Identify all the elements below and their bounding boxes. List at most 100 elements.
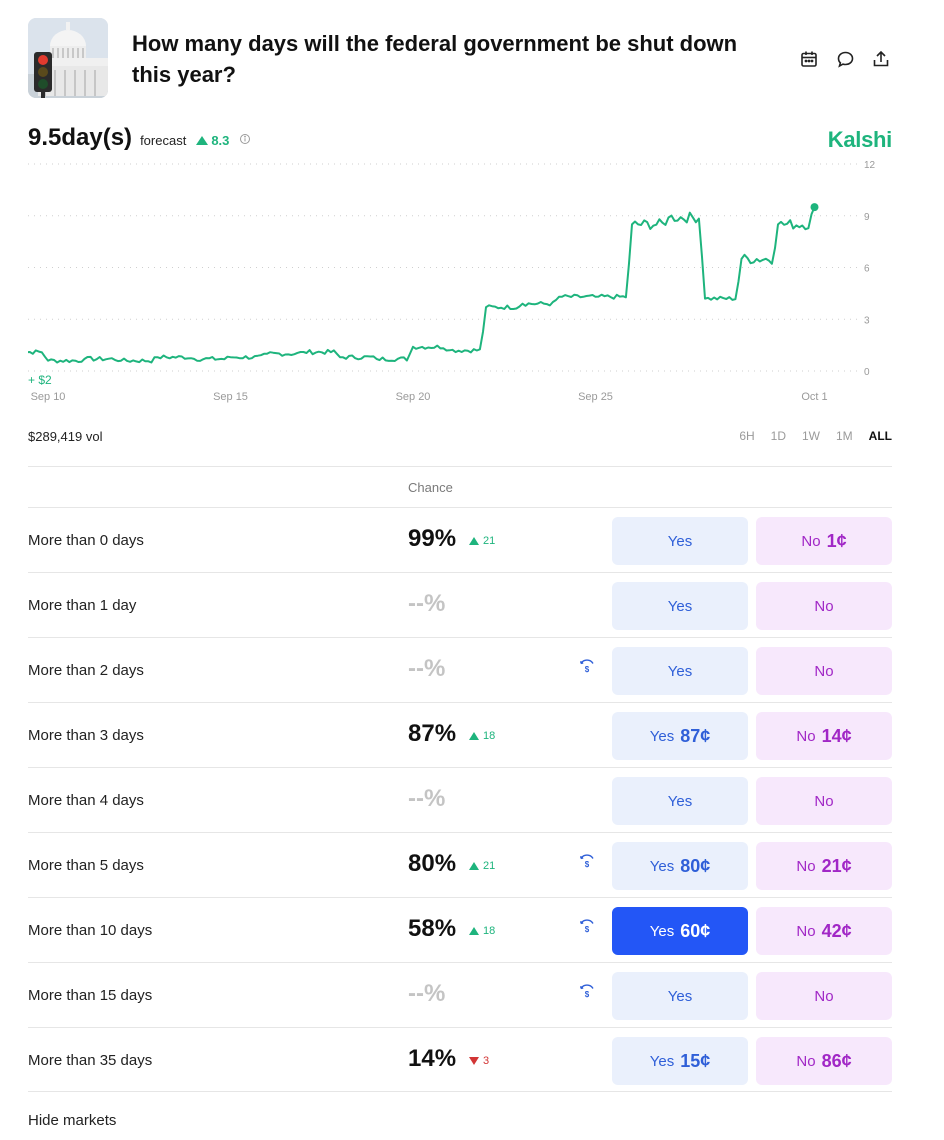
no-label: No <box>801 532 821 550</box>
volume-label: $289,419 vol <box>28 429 103 444</box>
chance-delta: 18 <box>469 730 495 742</box>
no-price: 14¢ <box>821 725 852 746</box>
yes-label: Yes <box>667 532 693 550</box>
table-row[interactable]: More than 4 days --% Yes No <box>28 767 892 832</box>
table-row[interactable]: More than 1 day --% Yes No <box>28 572 892 637</box>
chance-delta-value: 3 <box>483 1055 490 1067</box>
buy-yes-button[interactable]: Yes <box>612 582 748 630</box>
liquidity-reward-icon[interactable]: $ <box>578 853 596 871</box>
y-tick-label: 0 <box>864 367 870 378</box>
x-tick-label: Sep 20 <box>396 391 431 403</box>
up-arrow-icon <box>469 927 479 935</box>
table-row[interactable]: More than 3 days 87% 18 Yes 87¢ No 14¢ <box>28 702 892 767</box>
svg-text:$: $ <box>585 990 590 999</box>
range-1d[interactable]: 1D <box>770 429 786 443</box>
up-arrow-icon <box>196 136 209 145</box>
x-tick-label: Sep 10 <box>31 391 66 403</box>
buy-no-button[interactable]: No 42¢ <box>756 907 892 955</box>
info-icon[interactable] <box>239 132 251 144</box>
table-row[interactable]: More than 5 days 80% 21 $ Yes 80¢ No 21¢ <box>28 832 892 897</box>
share-icon[interactable] <box>870 48 892 70</box>
chance-delta: 3 <box>469 1055 489 1067</box>
market-label: More than 3 days <box>28 727 144 744</box>
chance-delta: 21 <box>469 860 495 872</box>
no-price: 21¢ <box>821 855 852 876</box>
table-row[interactable]: More than 2 days --% $ Yes No <box>28 637 892 702</box>
no-price: 1¢ <box>826 530 847 551</box>
market-label: More than 0 days <box>28 532 144 549</box>
liquidity-reward-icon[interactable]: $ <box>578 918 596 936</box>
buy-no-button[interactable]: No <box>756 777 892 825</box>
liquidity-reward-icon[interactable]: $ <box>578 983 596 1001</box>
yes-label: Yes <box>649 857 675 875</box>
yes-label: Yes <box>649 922 675 940</box>
range-all[interactable]: ALL <box>868 429 892 443</box>
comment-icon[interactable] <box>834 48 856 70</box>
yes-label: Yes <box>667 597 693 615</box>
range-1m[interactable]: 1M <box>836 429 853 443</box>
table-row[interactable]: More than 0 days 99% 21 Yes No 1¢ <box>28 507 892 572</box>
hide-markets-link[interactable]: Hide markets <box>28 1112 117 1129</box>
x-tick-label: Sep 25 <box>578 391 613 403</box>
calendar-icon[interactable] <box>798 48 820 70</box>
buy-yes-button[interactable]: Yes <box>612 972 748 1020</box>
chance-value: 87% <box>408 720 457 747</box>
kalshi-logo: Kalshi <box>827 127 893 152</box>
buy-yes-button[interactable]: Yes 80¢ <box>612 842 748 890</box>
buy-no-button[interactable]: No 21¢ <box>756 842 892 890</box>
no-label: No <box>796 857 816 875</box>
time-range-selector: 6H 1D 1W 1M ALL <box>739 429 892 443</box>
chance-value: 14% <box>408 1045 457 1072</box>
buy-no-button[interactable]: No <box>756 647 892 695</box>
liquidity-reward-icon[interactable]: $ <box>578 658 596 676</box>
chance-value: --% <box>408 590 446 617</box>
yes-price: 80¢ <box>680 855 711 876</box>
market-label: More than 10 days <box>28 922 153 939</box>
yes-price: 60¢ <box>680 920 711 941</box>
no-label: No <box>796 1052 816 1070</box>
y-tick-label: 12 <box>864 160 876 171</box>
table-row[interactable]: More than 15 days --% $ Yes No <box>28 962 892 1027</box>
chance-value: 58% <box>408 915 457 942</box>
buy-yes-button[interactable]: Yes 87¢ <box>612 712 748 760</box>
table-row[interactable]: More than 10 days 58% 18 $ Yes 60¢ No 42¢ <box>28 897 892 962</box>
svg-text:$: $ <box>585 860 590 869</box>
market-label: More than 2 days <box>28 662 144 679</box>
buy-no-button[interactable]: No 1¢ <box>756 517 892 565</box>
buy-no-button[interactable]: No 14¢ <box>756 712 892 760</box>
market-title: How many days will the federal governmen… <box>132 31 738 87</box>
table-row[interactable]: More than 35 days 14% 3 Yes 15¢ No 86¢ <box>28 1027 892 1092</box>
market-label: More than 4 days <box>28 792 144 809</box>
header-actions <box>798 48 892 70</box>
buy-no-button[interactable]: No <box>756 582 892 630</box>
chance-delta: 18 <box>469 925 495 937</box>
buy-no-button[interactable]: No 86¢ <box>756 1037 892 1085</box>
up-arrow-icon <box>469 862 479 870</box>
buy-no-button[interactable]: No <box>756 972 892 1020</box>
forecast-label: forecast <box>140 133 187 148</box>
yes-label: Yes <box>649 1052 675 1070</box>
market-header: How many days will the federal governmen… <box>28 18 892 100</box>
buy-yes-button[interactable]: Yes <box>612 647 748 695</box>
forecast-change-value: 8.3 <box>211 133 230 148</box>
series-endpoint <box>810 203 819 212</box>
series-line <box>28 206 816 364</box>
up-arrow-icon <box>469 537 479 545</box>
chance-value: 99% <box>408 525 457 552</box>
buy-yes-button[interactable]: Yes <box>612 777 748 825</box>
buy-yes-button[interactable]: Yes 60¢ <box>612 907 748 955</box>
buy-yes-button[interactable]: Yes <box>612 517 748 565</box>
chart-annotation: + $2 <box>28 373 52 387</box>
buy-yes-button[interactable]: Yes 15¢ <box>612 1037 748 1085</box>
forecast-value: 9.5day(s) <box>28 124 133 151</box>
chance-delta-value: 21 <box>483 860 496 872</box>
chance-delta-value: 18 <box>483 925 496 937</box>
range-6h[interactable]: 6H <box>739 429 755 443</box>
no-label: No <box>814 792 834 810</box>
forecast-chart[interactable]: 12 9 6 3 0 Sep 10 Sep 15 Sep 20 Sep 25 Oct 1 + $2 <box>28 152 892 410</box>
yes-price: 15¢ <box>680 1050 711 1071</box>
range-1w[interactable]: 1W <box>802 429 820 443</box>
no-label: No <box>814 987 834 1005</box>
chance-value: --% <box>408 980 446 1007</box>
no-price: 42¢ <box>821 920 852 941</box>
